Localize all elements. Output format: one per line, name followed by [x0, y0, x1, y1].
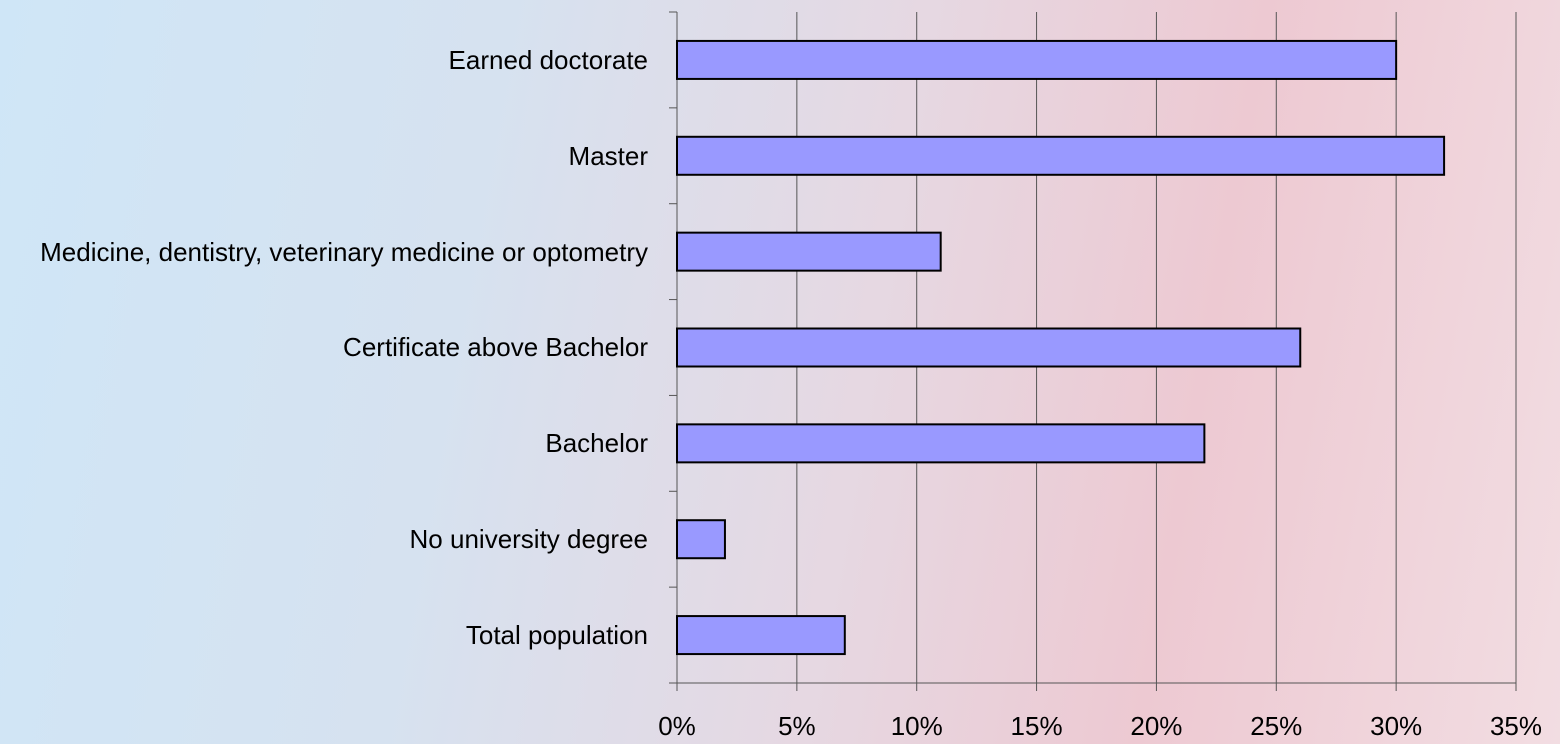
bar — [676, 615, 846, 656]
category-label-box: Bachelor — [0, 395, 648, 491]
category-label-box: Earned doctorate — [0, 12, 648, 108]
x-tick-label: 25% — [1250, 711, 1302, 741]
x-tick-label: 35% — [1490, 711, 1542, 741]
bar — [676, 423, 1206, 464]
bar — [676, 519, 726, 560]
category-label-box: Certificate above Bachelor — [0, 300, 648, 396]
category-label-box: No university degree — [0, 491, 648, 587]
y-tick-label: Certificate above Bachelor — [343, 332, 648, 363]
bar — [676, 231, 942, 272]
bar — [676, 135, 1446, 176]
bar — [676, 39, 1398, 80]
y-tick-label: Total population — [465, 620, 648, 651]
x-tick-label: 0% — [658, 711, 696, 741]
x-tick-label: 5% — [778, 711, 816, 741]
category-label-box: Medicine, dentistry, veterinary medicine… — [0, 204, 648, 300]
x-tick-label: 15% — [1011, 711, 1063, 741]
y-tick-label: Earned doctorate — [448, 44, 648, 75]
x-tick-label: 20% — [1130, 711, 1182, 741]
y-tick-label: Master — [568, 140, 648, 171]
bar — [676, 327, 1302, 368]
x-tick-label: 30% — [1370, 711, 1422, 741]
y-tick-label: No university degree — [409, 524, 648, 555]
y-tick-label: Medicine, dentistry, veterinary medicine… — [40, 236, 648, 267]
y-tick-label: Bachelor — [545, 428, 648, 459]
x-tick-label: 10% — [891, 711, 943, 741]
category-label-box: Total population — [0, 587, 648, 683]
category-label-box: Master — [0, 108, 648, 204]
